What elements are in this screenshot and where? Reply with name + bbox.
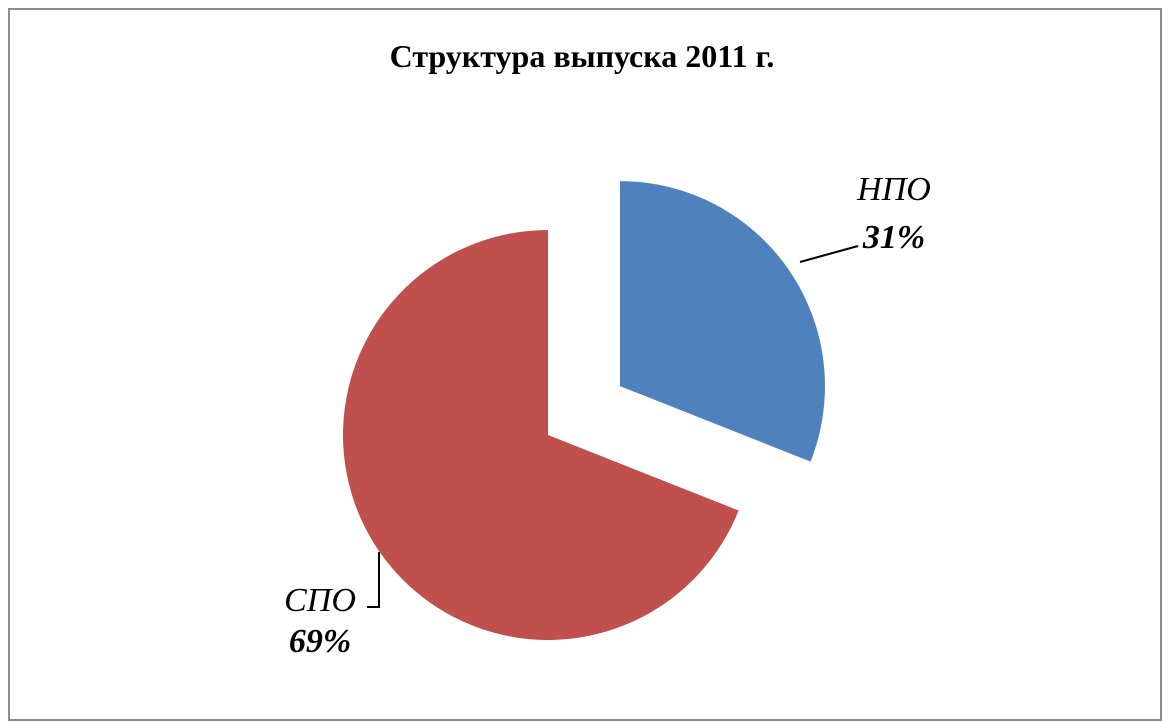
slice-value-npo: 31% xyxy=(862,219,925,256)
slice-value-spo: 69% xyxy=(289,623,351,660)
leader-line-spo xyxy=(367,552,380,608)
slice-label-spo: СПО xyxy=(284,582,356,619)
pie-slice-spo xyxy=(343,230,739,641)
pie-slice-npo xyxy=(619,181,825,462)
slice-label-npo: НПО xyxy=(856,171,931,208)
chart-title: Структура выпуска 2011 г. xyxy=(389,38,775,74)
leader-line-npo xyxy=(799,245,859,263)
